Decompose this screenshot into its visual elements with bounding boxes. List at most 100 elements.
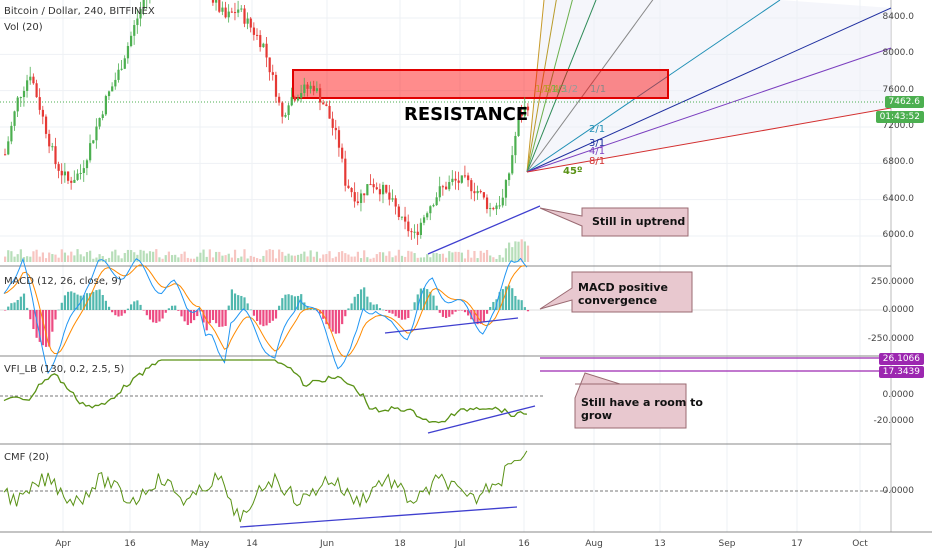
volume-bar (445, 257, 448, 262)
macd-hist-bar (278, 305, 281, 310)
candle-body (271, 72, 274, 75)
volume-bar (145, 253, 148, 262)
volume-bar (508, 242, 511, 262)
candle-body (498, 205, 501, 207)
macd-hist-bar (107, 306, 111, 310)
candle-body (218, 0, 221, 12)
fan-ray-3[interactable] (526, 0, 600, 173)
callout-uptrend[interactable] (539, 207, 689, 237)
time-tick: 13 (654, 539, 666, 549)
macd-hist-bar (51, 310, 54, 332)
macd-hist-bar (419, 288, 422, 310)
macd-hist-bar (142, 310, 145, 311)
macd-hist-bar (79, 295, 82, 310)
candle-body (331, 118, 334, 128)
macd-hist-bar (400, 310, 404, 320)
volume-bar (73, 255, 76, 262)
macd-hist-bar (479, 310, 482, 324)
candle-body (341, 147, 344, 159)
cmf-panel (0, 450, 891, 523)
time-tick: Sep (718, 539, 736, 549)
macd-hist-bar (104, 300, 107, 310)
candle-body (211, 0, 215, 3)
volume-bar (322, 254, 325, 262)
volume-bar (438, 253, 441, 262)
macd-trendline[interactable] (384, 317, 519, 334)
resistance-zone[interactable] (292, 69, 669, 99)
candle-body (319, 88, 322, 103)
candle-body (246, 18, 249, 24)
macd-hist-bar (44, 310, 48, 347)
fan-ray-0[interactable] (526, 0, 545, 173)
candle-body (438, 186, 441, 198)
volume-bar (520, 239, 523, 262)
candle-body (54, 146, 57, 165)
macd-hist-bar (498, 292, 501, 310)
volume-bar (413, 253, 416, 262)
volume-bar (467, 249, 470, 262)
macd-hist-bar (60, 302, 63, 310)
volume-bar (404, 256, 407, 262)
macd-hist-bar (337, 310, 341, 334)
cmf-line (3, 450, 528, 523)
candle-body (441, 186, 445, 188)
macd-panel (0, 257, 891, 375)
macd-hist-bar (441, 310, 445, 317)
candle-body (233, 12, 237, 14)
volume-bar (215, 251, 218, 262)
candle-body (435, 197, 438, 206)
candle-body (256, 34, 259, 36)
fan-ray-5[interactable] (526, 0, 781, 173)
volume-bar (319, 258, 322, 262)
volume-bar (240, 256, 243, 262)
candle-body (378, 189, 382, 195)
macd-hist-bar (489, 306, 492, 310)
macd-hist-bar (438, 310, 441, 313)
macd-hist-bar (7, 306, 10, 310)
cmf-trendline[interactable] (239, 506, 518, 528)
vfi-trendline[interactable] (427, 405, 536, 434)
fan-ray-6[interactable] (526, 7, 892, 173)
candle-body (243, 8, 246, 24)
macd-hist-bar (262, 310, 265, 327)
volume-bar (363, 250, 366, 262)
candle-body (385, 184, 388, 193)
volume-bar (309, 250, 312, 262)
fan-ray-7[interactable] (526, 47, 892, 173)
candle-body (259, 35, 262, 48)
fan-ray-8[interactable] (526, 107, 892, 173)
volume-bar (10, 251, 13, 262)
callout-macd[interactable] (539, 271, 693, 313)
volume-bar (221, 255, 224, 262)
macd-hist-bar (504, 286, 508, 310)
macd-hist-bar (164, 310, 167, 313)
candle-body (363, 193, 366, 196)
fan-ray-2[interactable] (526, 0, 575, 173)
volume-bar (41, 252, 44, 262)
candle-body (136, 18, 139, 26)
macd-hist-bar (224, 310, 227, 326)
macd-hist-bar (429, 291, 432, 310)
macd-hist-bar (123, 310, 126, 314)
volume-bar (331, 258, 334, 262)
macd-hist-bar (271, 310, 274, 321)
volume-bar (347, 254, 350, 262)
callout-vfi[interactable] (574, 372, 687, 429)
candle-body (98, 117, 101, 127)
price-trendline[interactable] (427, 205, 541, 255)
macd-hist-bar (26, 307, 29, 310)
volume-bar (218, 251, 221, 262)
volume-bar (479, 250, 482, 262)
candle-body (48, 133, 51, 147)
candle-body (501, 197, 504, 206)
macd-hist-bar (397, 310, 400, 318)
candle-body (224, 7, 227, 18)
macd-hist-bar (183, 310, 186, 322)
volume-bar (432, 253, 435, 262)
fan-label-7: 4/1 (589, 146, 606, 157)
fan-ray-4[interactable] (526, 0, 660, 173)
candle-body (312, 85, 315, 92)
fan-ray-1[interactable] (526, 0, 558, 173)
volume-bar (48, 252, 51, 262)
